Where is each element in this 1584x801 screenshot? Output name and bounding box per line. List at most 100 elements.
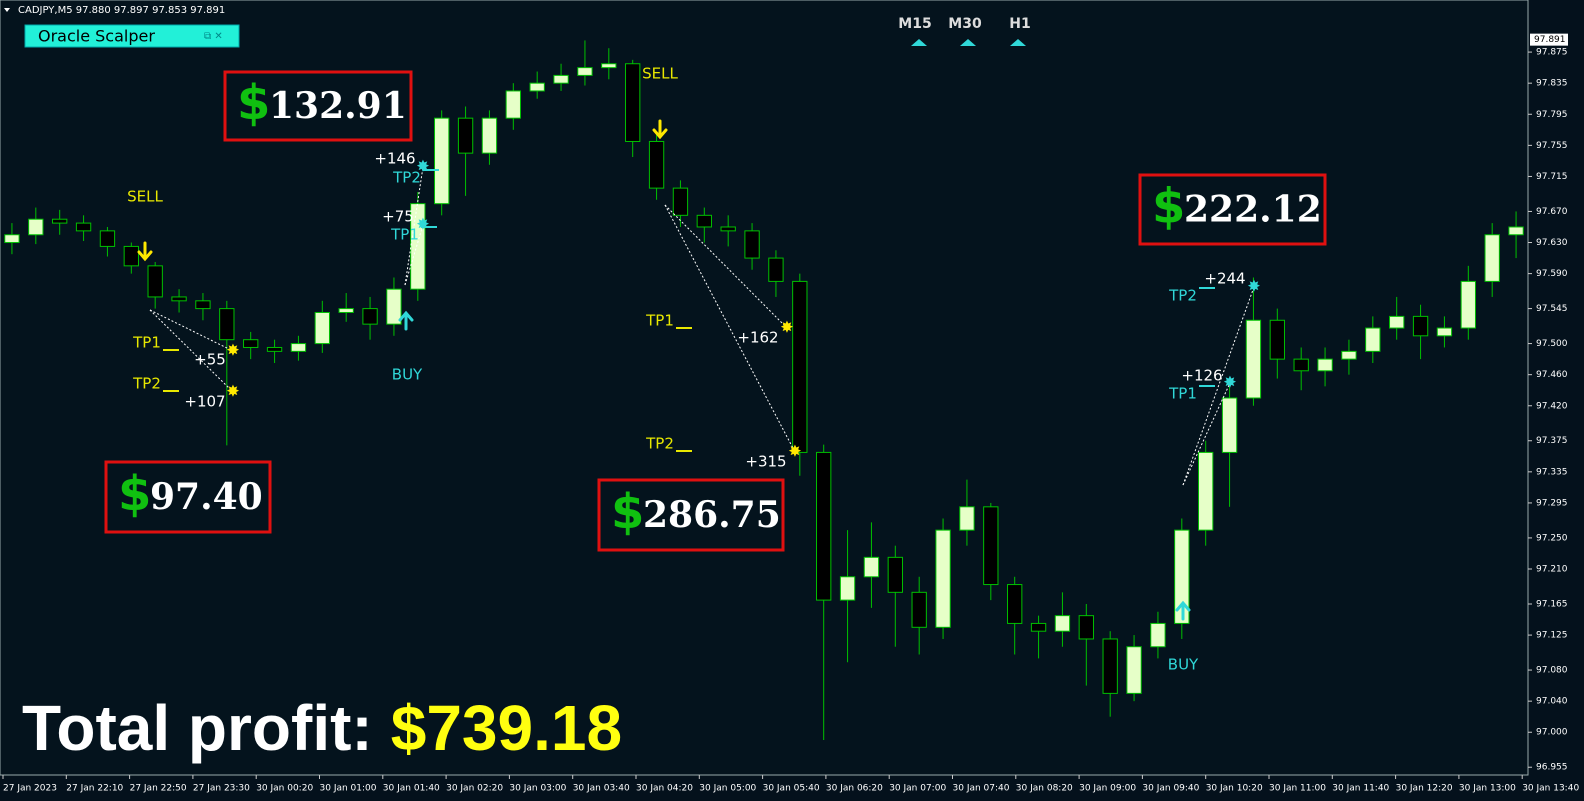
- current-price-label: 97.891: [1534, 35, 1566, 45]
- x-tick-label: 30 Jan 05:40: [763, 784, 820, 794]
- annotation: +107: [184, 393, 225, 411]
- y-tick-label: 96.955: [1536, 763, 1568, 773]
- candle-body: [1317, 358, 1333, 372]
- candle-body: [1174, 529, 1190, 624]
- candle-body: [1007, 584, 1023, 624]
- current-price-box: [1530, 33, 1568, 46]
- candle-body: [1508, 226, 1524, 236]
- symbol-header: CADJPY,M5 97.880 97.897 97.853 97.891: [18, 5, 225, 16]
- timeframe-triangles: [911, 39, 1026, 46]
- timeframe-button[interactable]: H1: [1009, 16, 1030, 32]
- candle-body: [1389, 315, 1405, 329]
- annotation: TP1: [1168, 385, 1197, 403]
- candle-body: [1293, 358, 1309, 372]
- profit-amount: 222.12: [1184, 189, 1322, 231]
- x-tick-label: 30 Jan 03:00: [509, 784, 566, 794]
- annotation: +162: [737, 329, 778, 347]
- candle-body: [935, 529, 951, 628]
- x-tick-label: 30 Jan 09:40: [1142, 784, 1199, 794]
- x-tick-label: 30 Jan 02:20: [446, 784, 503, 794]
- candle-body: [1078, 615, 1094, 640]
- candle-body: [338, 308, 354, 313]
- x-tick-label: 30 Jan 09:00: [1079, 784, 1136, 794]
- candle-body: [1245, 319, 1262, 399]
- y-tick-label: 97.500: [1536, 339, 1568, 349]
- y-tick-label: 97.545: [1536, 304, 1568, 314]
- x-tick-label: 30 Jan 11:40: [1332, 784, 1389, 794]
- indicator-panel[interactable]: [24, 24, 240, 48]
- annotation: TP1: [390, 226, 419, 244]
- candle-body: [577, 67, 593, 76]
- candle-body: [1198, 451, 1214, 531]
- profit-amount: 97.40: [150, 476, 263, 518]
- x-tick-label: 30 Jan 01:00: [320, 784, 377, 794]
- profit-box: [104, 460, 272, 534]
- profit-currency: $: [237, 75, 270, 131]
- profit-currency: $: [118, 466, 151, 522]
- total-label: Total profit:: [22, 692, 373, 764]
- y-tick-label: 97.000: [1536, 728, 1568, 738]
- svg-text:✸: ✸: [780, 318, 793, 337]
- stars: ✸✸ ✸✸ ✸✸ ✸✸: [226, 157, 1260, 461]
- candle-body: [1412, 315, 1429, 337]
- candle-body: [1221, 397, 1238, 453]
- x-tick-label: 27 Jan 22:50: [130, 784, 187, 794]
- y-tick-label: 97.630: [1536, 238, 1568, 248]
- y-tick-label: 97.165: [1536, 599, 1568, 609]
- svg-text:✸: ✸: [226, 341, 239, 360]
- candle-body: [1436, 327, 1453, 337]
- profit-box: [1138, 173, 1327, 246]
- candle-body: [123, 245, 139, 267]
- x-tick-label: 30 Jan 07:40: [953, 784, 1010, 794]
- y-tick-label: 97.875: [1536, 48, 1568, 58]
- x-tick-label: 30 Jan 07:00: [889, 784, 946, 794]
- candle-body: [983, 506, 999, 586]
- y-tick-label: 97.250: [1536, 533, 1568, 543]
- candle-body: [386, 288, 402, 325]
- y-tick-label: 97.835: [1536, 79, 1568, 89]
- profit-currency: $: [611, 484, 644, 540]
- candle-body: [887, 556, 903, 593]
- y-tick-label: 97.420: [1536, 401, 1568, 411]
- candle-body: [99, 230, 116, 247]
- profit-box: [597, 478, 785, 552]
- candle-body: [839, 576, 856, 601]
- x-tick-label: 30 Jan 08:20: [1016, 784, 1073, 794]
- panel-buttons[interactable]: ⧉ ✕: [204, 31, 223, 42]
- candle-body: [863, 556, 880, 578]
- svg-text:✸: ✸: [788, 442, 801, 461]
- candle-body: [266, 346, 283, 352]
- candle-body: [28, 218, 44, 236]
- x-tick-label: 30 Jan 13:00: [1459, 784, 1516, 794]
- y-tick-label: 97.125: [1536, 631, 1568, 641]
- timeframe-button[interactable]: M30: [948, 16, 982, 32]
- candle-body: [1269, 319, 1285, 360]
- candle-body: [959, 506, 975, 531]
- timeframe-button[interactable]: M15: [898, 16, 931, 32]
- annotation: SELL: [642, 65, 678, 83]
- total-profit: Total profit: $739.18: [22, 692, 622, 764]
- x-tick-label: 27 Jan 23:30: [193, 784, 250, 794]
- y-tick-label: 97.460: [1536, 370, 1568, 380]
- x-tick-label: 30 Jan 06:20: [826, 784, 883, 794]
- annotation: TP1: [132, 334, 161, 352]
- candle-body: [1054, 615, 1071, 632]
- annotation: TP2: [1168, 287, 1197, 305]
- candle-body: [816, 451, 832, 601]
- profit-amount: 132.91: [269, 85, 407, 127]
- candle-body: [147, 265, 163, 298]
- y-tick-label: 97.755: [1536, 141, 1568, 151]
- candle-body: [553, 74, 569, 84]
- x-tick-label: 30 Jan 00:20: [256, 784, 313, 794]
- annotation: TP1: [645, 312, 674, 330]
- candle-body: [75, 222, 92, 232]
- x-tick-label: 30 Jan 01:40: [383, 784, 440, 794]
- annotation: +244: [1204, 270, 1245, 288]
- annotation: +55: [194, 351, 226, 369]
- candle-body: [625, 63, 641, 142]
- x-tick-label: 30 Jan 10:20: [1206, 784, 1263, 794]
- signal-arrows: [137, 119, 1191, 621]
- y-tick-label: 97.335: [1536, 467, 1568, 477]
- x-tick-label: 30 Jan 13:40: [1522, 784, 1579, 794]
- candle-body: [362, 308, 378, 325]
